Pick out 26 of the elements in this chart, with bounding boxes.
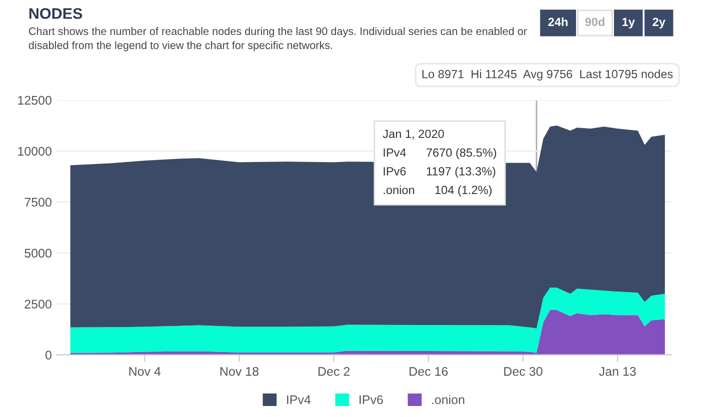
text: Lo 8971 Hi 11245 Avg 9756 Last 10795 nodes — [422, 70, 673, 81]
x-tick-label: Jan 13 — [599, 367, 636, 376]
annotation: IPv4 7670 (85.5%) — [384, 148, 496, 160]
x-tick-label: Dec 16 — [410, 367, 448, 376]
chart-subtitle: Chart shows the number of reachable nodes during the last 90 days. Individual series can be enabled or disabled from the legend to view the chart for specific networks. — [28, 27, 527, 52]
legend-label: .onion — [432, 394, 464, 404]
x-tick-label: Dec 30 — [504, 367, 542, 376]
annotation: .onion 104 (1.2%) — [384, 185, 492, 196]
y-tick-label: 12500 — [18, 96, 52, 105]
text: 90d — [585, 17, 604, 26]
x-tick-label: Dec 2 — [318, 367, 350, 376]
y-tick-label: 10000 — [18, 146, 52, 156]
y-tick-label: 7500 — [24, 198, 52, 207]
legend-label: IPv6 — [360, 395, 383, 404]
x-tick-label: Nov 18 — [220, 367, 258, 376]
y-tick-label: 2500 — [24, 300, 52, 309]
text: 2y — [652, 18, 666, 28]
text: 1y — [622, 18, 635, 28]
legend-label: IPv4 — [287, 395, 311, 404]
x-tick-label: Nov 4 — [129, 367, 161, 376]
text: 24h — [548, 17, 568, 26]
chart-title: NODES — [29, 8, 82, 19]
y-tick-label: 0 — [45, 350, 52, 360]
annotation: IPv6 1197 (13.3%) — [384, 166, 496, 178]
annotation: Jan 1, 2020 — [382, 130, 444, 140]
y-tick-label: 5000 — [24, 248, 52, 258]
